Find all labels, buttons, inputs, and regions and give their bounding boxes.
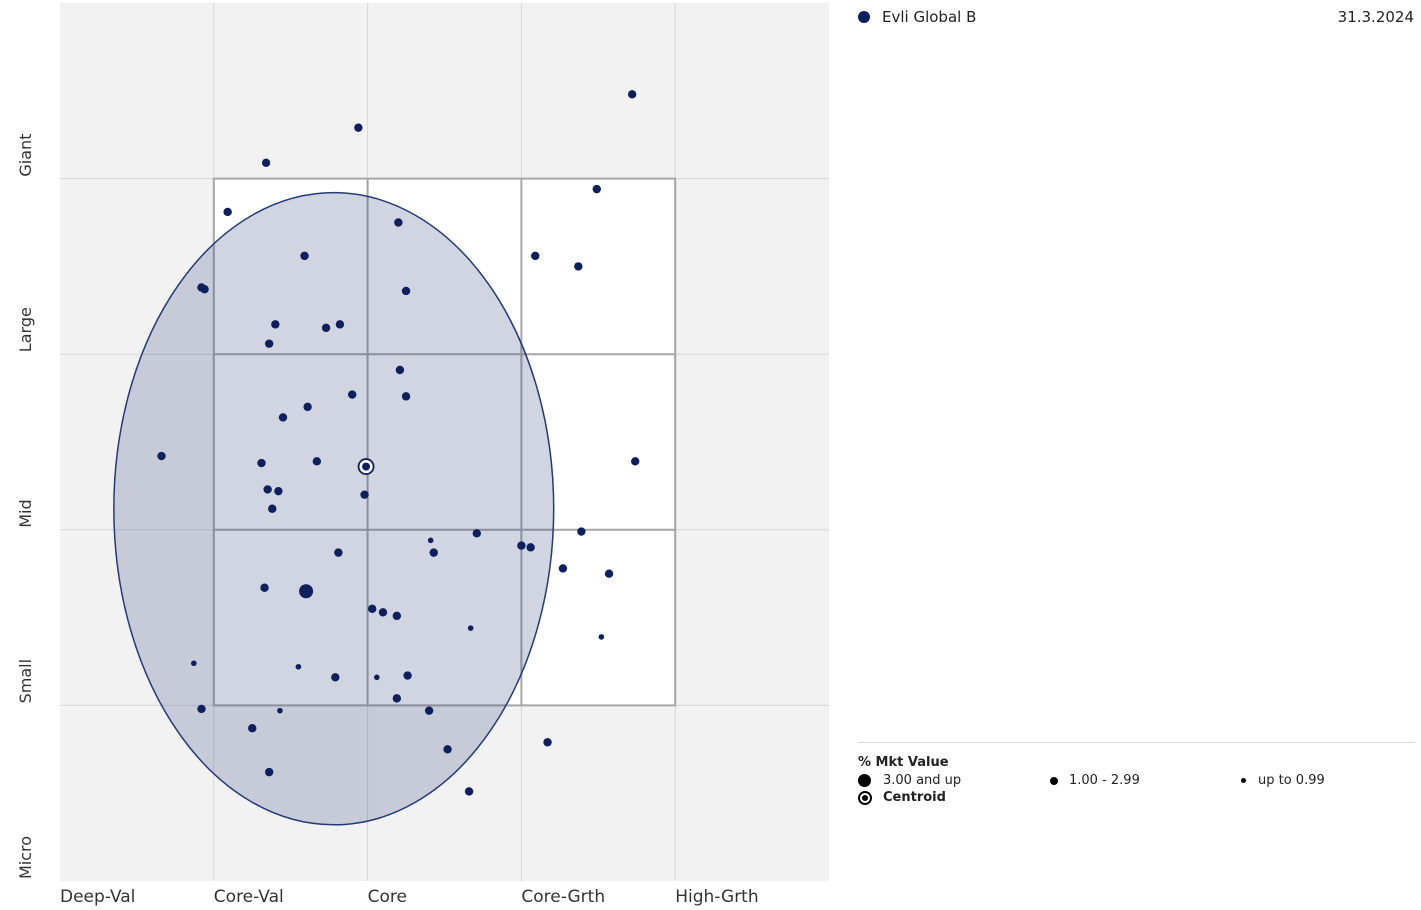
ownership-zone-ellipse bbox=[114, 193, 554, 825]
x-tick-label: High-Grth bbox=[675, 887, 758, 907]
holding-point bbox=[577, 527, 585, 535]
x-axis-labels: Deep-Val Core-Val Core Core-Grth High-Grth bbox=[60, 887, 759, 907]
centroid-marker bbox=[359, 459, 374, 474]
centroid-icon bbox=[858, 791, 872, 805]
holding-point bbox=[223, 208, 231, 216]
x-tick-label: Deep-Val bbox=[60, 887, 135, 907]
holding-point bbox=[263, 485, 271, 493]
small-dot-icon bbox=[1241, 778, 1246, 783]
legend-size-medium: 1.00 - 2.99 bbox=[1050, 773, 1140, 788]
holding-point bbox=[336, 320, 344, 328]
holding-point bbox=[531, 252, 539, 260]
legend-size-small: up to 0.99 bbox=[1241, 773, 1325, 788]
holding-point bbox=[468, 625, 474, 631]
legend-size-large: 3.00 and up bbox=[858, 773, 961, 788]
holding-point bbox=[300, 252, 308, 260]
legend-centroid-label: Centroid bbox=[883, 790, 946, 805]
y-tick-label: Small bbox=[16, 659, 35, 703]
holding-point bbox=[593, 185, 601, 193]
holding-point bbox=[526, 543, 534, 551]
holding-point bbox=[368, 605, 376, 613]
holding-point bbox=[443, 745, 451, 753]
holding-point bbox=[631, 457, 639, 465]
holding-point bbox=[599, 634, 605, 640]
holding-point bbox=[425, 706, 433, 714]
x-tick-label: Core-Grth bbox=[521, 887, 605, 907]
mkt-value-legend-title: % Mkt Value bbox=[858, 755, 949, 770]
holding-point bbox=[465, 787, 473, 795]
holding-point bbox=[402, 287, 410, 295]
holding-point bbox=[543, 738, 551, 746]
holding-point bbox=[248, 724, 256, 732]
series-label: Evli Global B bbox=[882, 8, 976, 26]
holding-point bbox=[271, 320, 279, 328]
holding-point bbox=[360, 490, 368, 498]
holding-point bbox=[402, 392, 410, 400]
holding-point bbox=[296, 664, 302, 670]
holding-point bbox=[277, 708, 283, 714]
holding-point bbox=[157, 452, 165, 460]
holding-point bbox=[605, 570, 613, 578]
holding-point bbox=[331, 673, 339, 681]
legend-size-medium-label: 1.00 - 2.99 bbox=[1069, 773, 1140, 788]
holding-point bbox=[265, 339, 273, 347]
y-tick-label: Giant bbox=[16, 134, 35, 177]
holding-point bbox=[279, 413, 287, 421]
holding-point bbox=[403, 671, 411, 679]
y-tick-label: Mid bbox=[16, 499, 35, 527]
holding-point bbox=[473, 529, 481, 537]
y-axis-labels: Micro Small Mid Large Giant bbox=[16, 134, 35, 879]
holding-point bbox=[265, 768, 273, 776]
x-tick-label: Core-Val bbox=[214, 887, 284, 907]
legend-centroid: Centroid bbox=[858, 790, 946, 805]
legend-size-small-label: up to 0.99 bbox=[1258, 773, 1325, 788]
holding-point bbox=[428, 538, 434, 544]
holding-point bbox=[396, 366, 404, 374]
holding-point bbox=[628, 90, 636, 98]
holding-point bbox=[260, 584, 268, 592]
large-dot-icon bbox=[858, 774, 871, 787]
legend-size-large-label: 3.00 and up bbox=[883, 773, 961, 788]
holding-point bbox=[299, 584, 313, 598]
as-of-date: 31.3.2024 bbox=[1338, 8, 1414, 26]
holding-point bbox=[394, 218, 402, 226]
y-tick-label: Micro bbox=[16, 836, 35, 879]
medium-dot-icon bbox=[1050, 777, 1058, 785]
x-tick-label: Core bbox=[368, 887, 407, 907]
holding-point bbox=[348, 390, 356, 398]
holding-point bbox=[274, 487, 282, 495]
holding-point bbox=[334, 548, 342, 556]
holding-point bbox=[517, 541, 525, 549]
centroid-center bbox=[362, 463, 370, 471]
holding-point bbox=[313, 457, 321, 465]
series-legend: Evli Global B bbox=[858, 8, 976, 26]
legend-divider bbox=[858, 742, 1415, 743]
holding-point bbox=[262, 159, 270, 167]
y-tick-label: Large bbox=[16, 307, 35, 352]
holding-point bbox=[303, 403, 311, 411]
holding-point bbox=[257, 459, 265, 467]
series-dot-icon bbox=[858, 11, 870, 23]
holding-point bbox=[559, 564, 567, 572]
holding-point bbox=[191, 660, 197, 666]
holding-point bbox=[393, 612, 401, 620]
holding-point bbox=[200, 285, 208, 293]
holding-point bbox=[197, 705, 205, 713]
holding-point bbox=[268, 505, 276, 513]
holding-point bbox=[574, 262, 582, 270]
holding-point bbox=[393, 694, 401, 702]
holding-point bbox=[379, 608, 387, 616]
holding-point bbox=[322, 324, 330, 332]
holding-point bbox=[354, 123, 362, 131]
holding-point bbox=[374, 675, 380, 681]
holding-point bbox=[430, 548, 438, 556]
